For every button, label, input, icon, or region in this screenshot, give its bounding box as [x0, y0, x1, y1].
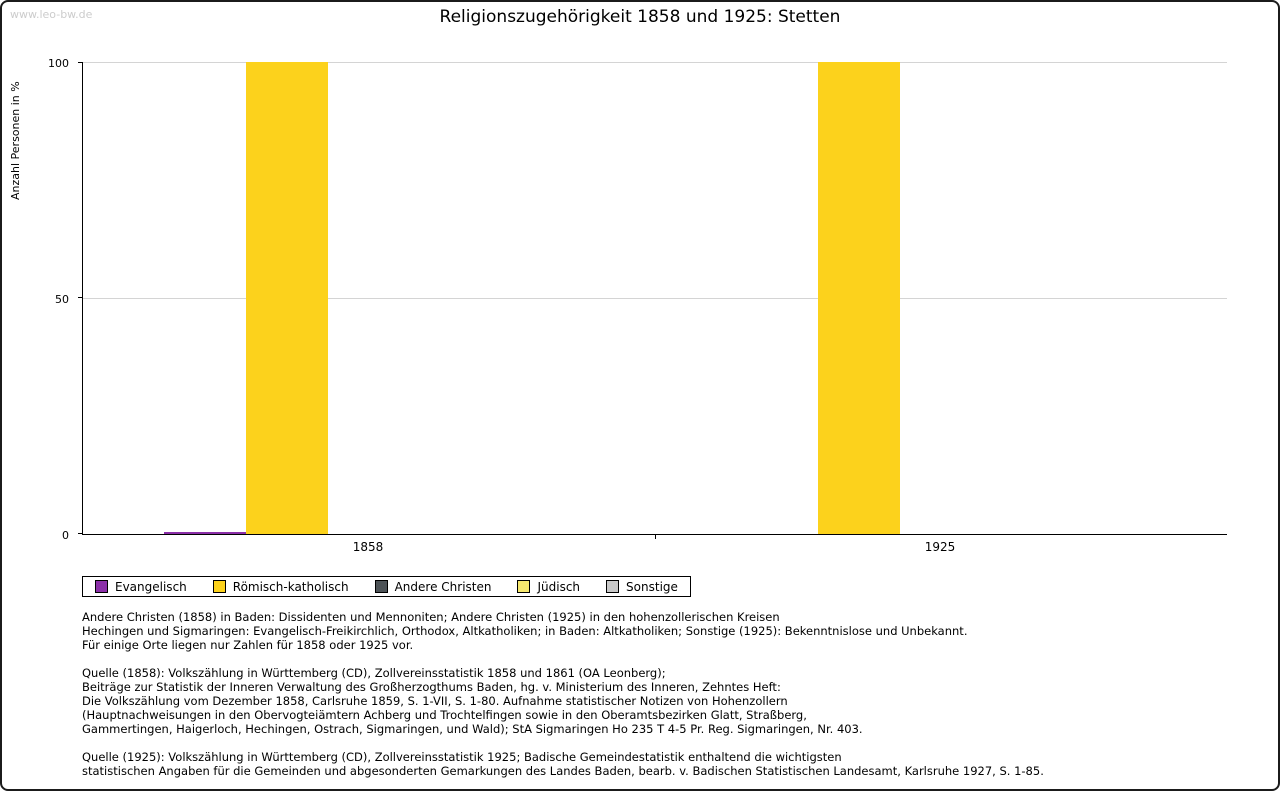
- legend-swatch-sonstige: [606, 580, 620, 593]
- y-axis-ticks: 0 50 100: [2, 57, 77, 542]
- legend-item-roemisch-katholisch: Römisch-katholisch: [212, 579, 349, 594]
- footnote-line: Für einige Orte liegen nur Zahlen für 18…: [82, 638, 414, 652]
- legend-label: Jüdisch: [537, 579, 581, 594]
- gridline: [83, 62, 1227, 63]
- legend-label: Römisch-katholisch: [232, 579, 349, 594]
- footnote-line: Beiträge zur Statistik der Inneren Verwa…: [82, 680, 781, 694]
- footnote-line: (Hauptnachweisungen in den Obervogteiämt…: [82, 708, 807, 722]
- footnote-line: Gammertingen, Haigerloch, Hechingen, Ost…: [82, 722, 863, 736]
- bar-1858-Römisch-katholisch: [246, 62, 328, 534]
- legend-label: Sonstige: [626, 579, 678, 594]
- y-tick-mark: [78, 62, 83, 63]
- y-tick-mark: [78, 533, 83, 534]
- footnote-line: statistischen Angaben für die Gemeinden …: [82, 764, 1044, 778]
- legend-item-juedisch: Jüdisch: [517, 580, 580, 594]
- legend-label: Andere Christen: [394, 579, 492, 594]
- footnote-source-1925: Quelle (1925): Volkszählung in Württembe…: [82, 750, 1222, 778]
- y-tick-label: 0: [62, 529, 69, 542]
- x-tick-label: 1858: [352, 540, 384, 554]
- x-tick-label: 1925: [924, 540, 956, 554]
- footnotes: Andere Christen (1858) in Baden: Disside…: [82, 610, 1222, 789]
- legend-label: Evangelisch: [115, 579, 187, 594]
- footnote-line: Andere Christen (1858) in Baden: Disside…: [82, 610, 780, 624]
- legend-swatch-andere-christen: [374, 580, 388, 593]
- y-tick-label: 50: [55, 293, 69, 306]
- x-tick-mark: [655, 534, 656, 539]
- y-tick-label: 100: [48, 57, 69, 70]
- bar-1925-Römisch-katholisch: [818, 62, 900, 534]
- footnote-line: Quelle (1925): Volkszählung in Württembe…: [82, 750, 842, 764]
- legend-item-sonstige: Sonstige: [606, 580, 678, 594]
- legend-item-evangelisch: Evangelisch: [95, 580, 187, 594]
- footnote-definitions: Andere Christen (1858) in Baden: Disside…: [82, 610, 1222, 652]
- y-tick-mark: [78, 297, 83, 298]
- footnote-line: Quelle (1858): Volkszählung in Württembe…: [82, 666, 666, 680]
- footnote-source-1858: Quelle (1858): Volkszählung in Württembe…: [82, 666, 1222, 736]
- watermark: www.leo-bw.de: [10, 8, 93, 21]
- legend-swatch-evangelisch: [95, 580, 108, 593]
- footnote-line: Hechingen und Sigmaringen: Evangelisch-F…: [82, 624, 968, 638]
- legend-swatch-juedisch: [517, 580, 531, 593]
- legend-item-andere-christen: Andere Christen: [374, 579, 492, 594]
- x-axis-labels: 1858 1925: [82, 538, 1227, 556]
- plot-area: [78, 62, 1227, 539]
- bar-1858-Evangelisch: [164, 532, 246, 534]
- legend-swatch-roemisch-katholisch: [212, 580, 226, 593]
- gridline: [83, 298, 1227, 299]
- footnote-line: Die Volkszählung vom Dezember 1858, Carl…: [82, 694, 788, 708]
- chart-title: Religionszugehörigkeit 1858 und 1925: St…: [439, 7, 841, 27]
- legend: Evangelisch Römisch-katholisch Andere Ch…: [82, 576, 691, 597]
